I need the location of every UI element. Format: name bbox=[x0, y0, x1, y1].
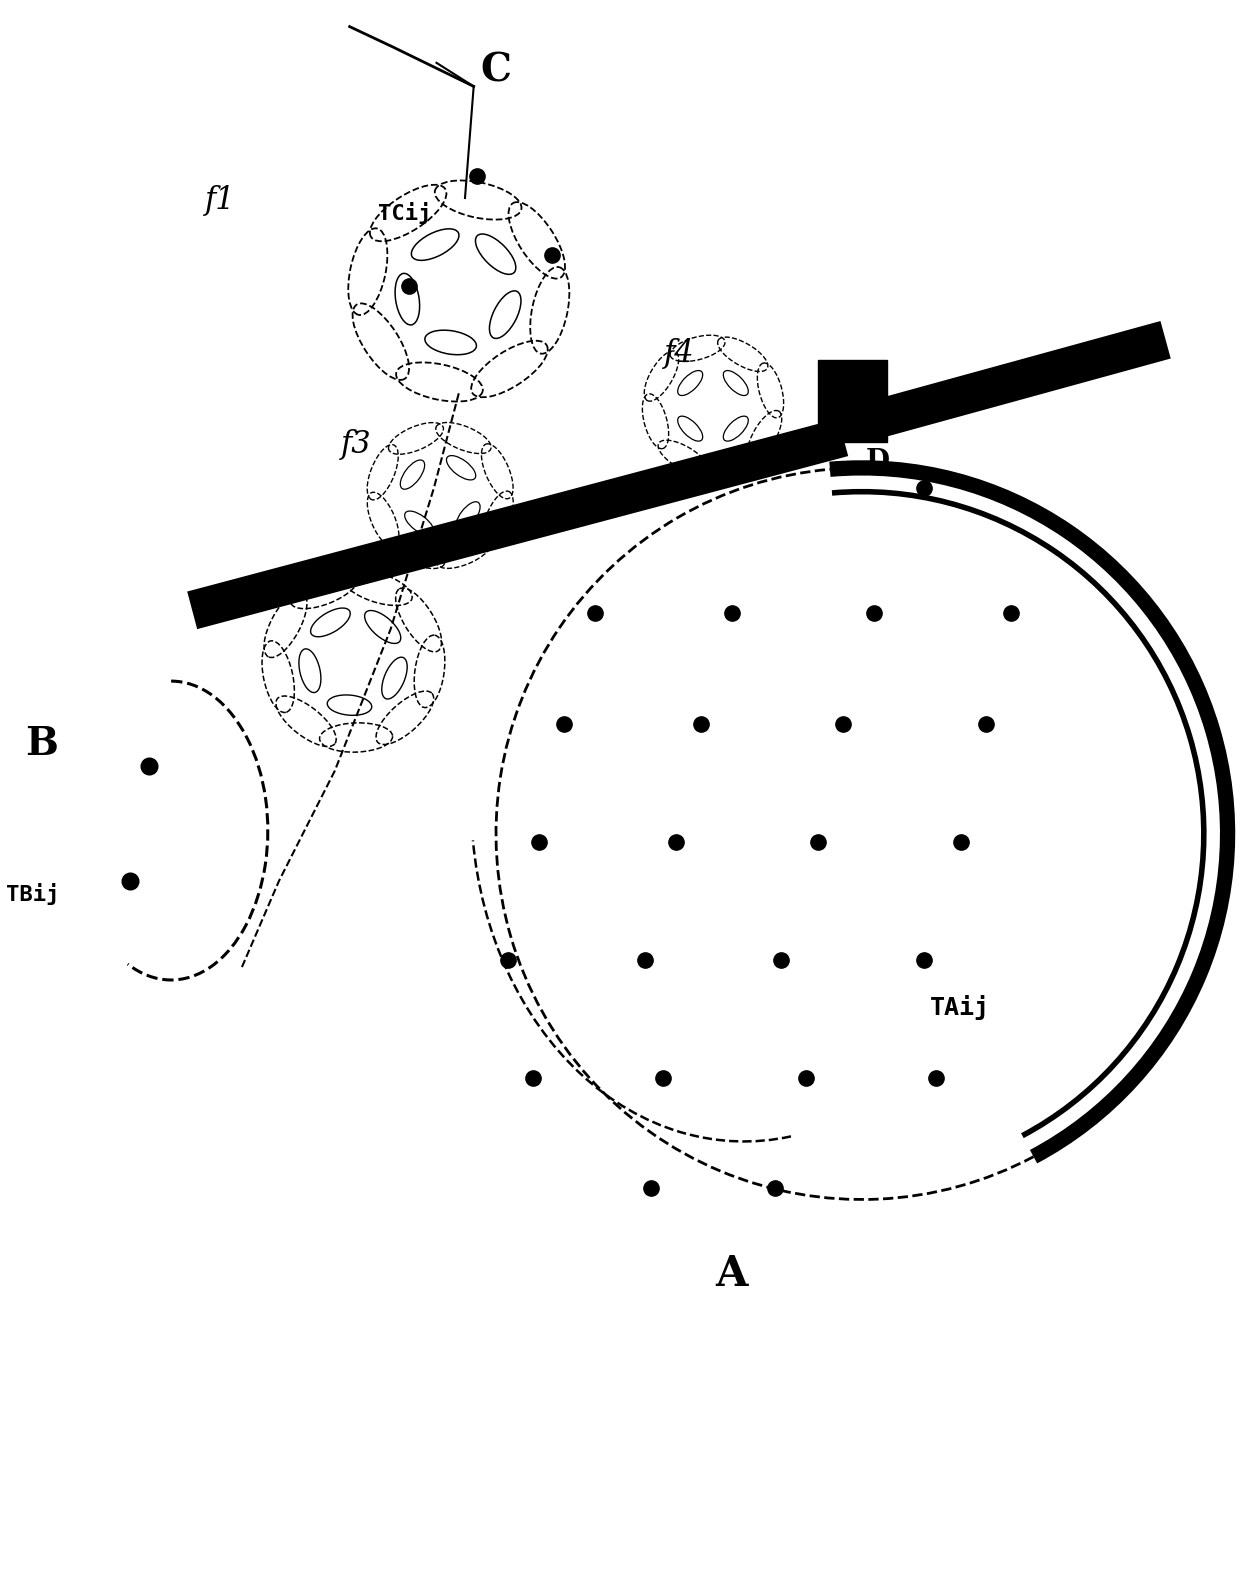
Text: f1: f1 bbox=[205, 186, 236, 216]
Text: TDij: TDij bbox=[992, 373, 1045, 395]
Text: TAij: TAij bbox=[930, 994, 990, 1019]
Text: B: B bbox=[25, 725, 58, 763]
Text: f3: f3 bbox=[341, 429, 372, 459]
Text: TCij: TCij bbox=[378, 203, 432, 225]
Text: f2: f2 bbox=[316, 558, 347, 588]
Text: C: C bbox=[481, 52, 511, 90]
FancyBboxPatch shape bbox=[818, 360, 887, 442]
Text: TBij: TBij bbox=[6, 884, 60, 906]
Text: A: A bbox=[715, 1254, 748, 1295]
Text: f4: f4 bbox=[663, 338, 694, 368]
Text: D: D bbox=[866, 448, 889, 475]
